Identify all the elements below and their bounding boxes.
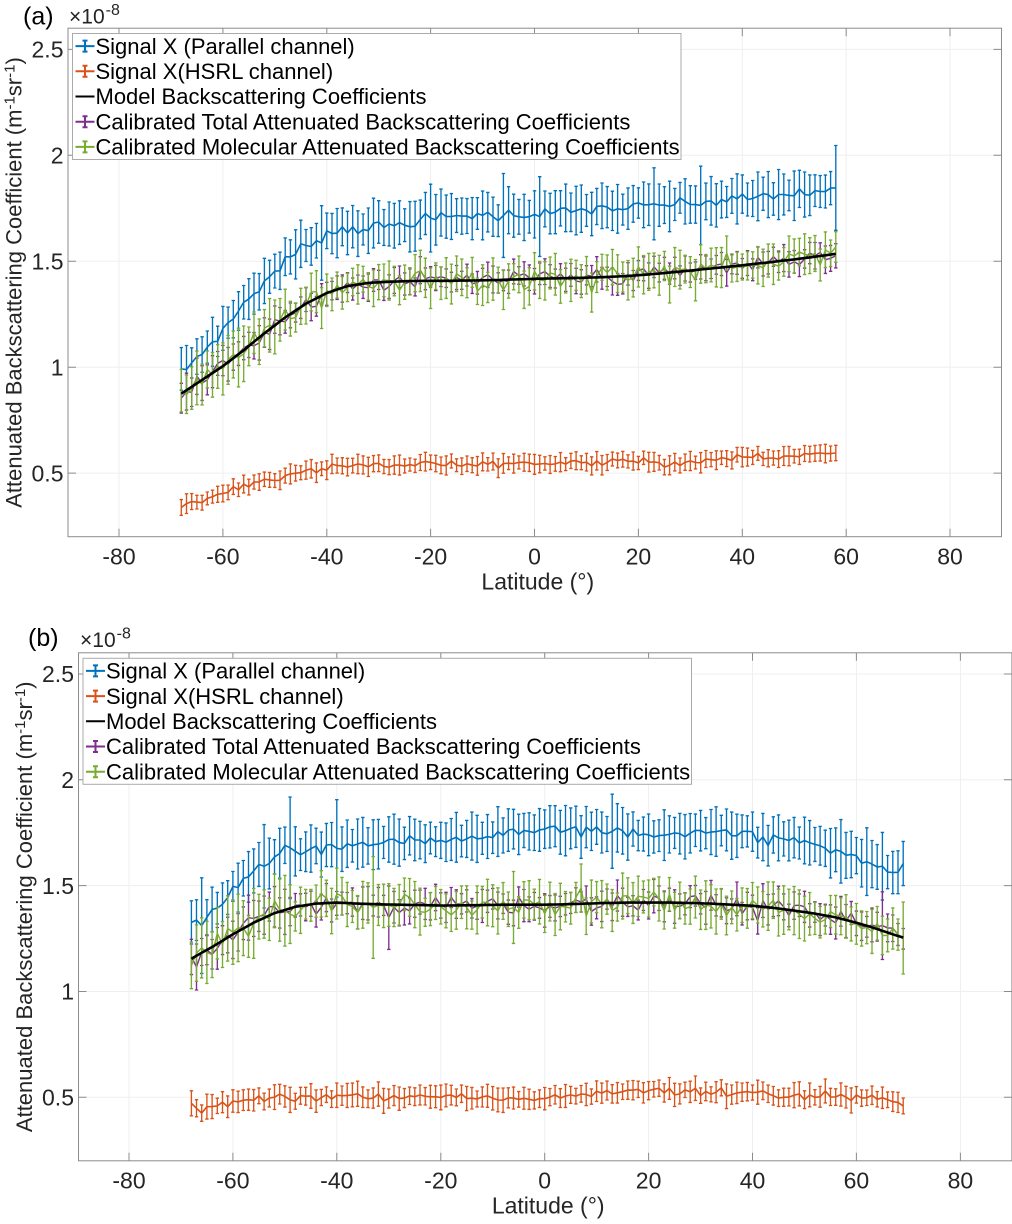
svg-text:Calibrated Molecular Attenuate: Calibrated Molecular Attenuated Backscat… — [106, 759, 690, 784]
svg-text:60: 60 — [833, 543, 859, 569]
svg-text:-20: -20 — [424, 1167, 457, 1193]
svg-text:Calibrated Molecular Attenuate: Calibrated Molecular Attenuated Backscat… — [96, 135, 680, 160]
svg-text:Signal X(HSRL channel): Signal X(HSRL channel) — [96, 59, 334, 84]
svg-text:0.5: 0.5 — [32, 460, 64, 486]
svg-text:Latitude (°): Latitude (°) — [492, 1193, 605, 1219]
svg-text:-60: -60 — [206, 543, 239, 569]
svg-text:Attenuated Backscattering Coef: Attenuated Backscattering Coefficient (m… — [12, 682, 37, 1133]
svg-text:40: 40 — [730, 543, 756, 569]
svg-text:Latitude (°): Latitude (°) — [481, 569, 594, 595]
svg-text:0: 0 — [538, 1167, 551, 1193]
svg-text:(a): (a) — [23, 3, 54, 31]
svg-text:20: 20 — [626, 543, 652, 569]
svg-text:-60: -60 — [216, 1167, 249, 1193]
svg-text:Model Backscattering Coefficie: Model Backscattering Coefficients — [96, 84, 427, 109]
svg-text:80: 80 — [948, 1167, 974, 1193]
svg-text:-80: -80 — [102, 543, 135, 569]
svg-text:2: 2 — [61, 767, 74, 793]
svg-text:1: 1 — [51, 354, 64, 380]
svg-text:Calibrated Total Attenuated Ba: Calibrated Total Attenuated Backscatteri… — [106, 734, 641, 759]
svg-text:2.5: 2.5 — [42, 661, 74, 687]
svg-text:-20: -20 — [414, 543, 447, 569]
svg-text:2: 2 — [51, 143, 64, 169]
svg-text:0.5: 0.5 — [42, 1085, 74, 1111]
svg-text:40: 40 — [740, 1167, 766, 1193]
svg-text:Attenuated Backscattering Coef: Attenuated Backscattering Coefficient (m… — [2, 57, 27, 508]
svg-text:Model Backscattering Coefficie: Model Backscattering Coefficients — [106, 709, 437, 734]
svg-text:-40: -40 — [310, 543, 343, 569]
svg-text:Signal X (Parallel channel): Signal X (Parallel channel) — [96, 34, 355, 59]
svg-text:Signal X (Parallel channel): Signal X (Parallel channel) — [106, 659, 365, 684]
svg-text:(b): (b) — [28, 624, 59, 652]
svg-text:1.5: 1.5 — [32, 249, 64, 275]
svg-text:1.5: 1.5 — [42, 873, 74, 899]
svg-text:0: 0 — [528, 543, 541, 569]
svg-text:Signal X(HSRL channel): Signal X(HSRL channel) — [106, 684, 344, 709]
svg-text:2.5: 2.5 — [32, 37, 64, 63]
svg-text:1: 1 — [61, 979, 74, 1005]
svg-text:-80: -80 — [112, 1167, 145, 1193]
svg-text:20: 20 — [636, 1167, 662, 1193]
svg-text:80: 80 — [937, 543, 963, 569]
svg-text:Calibrated Total Attenuated Ba: Calibrated Total Attenuated Backscatteri… — [96, 109, 631, 134]
svg-text:60: 60 — [844, 1167, 870, 1193]
svg-text:-40: -40 — [320, 1167, 353, 1193]
